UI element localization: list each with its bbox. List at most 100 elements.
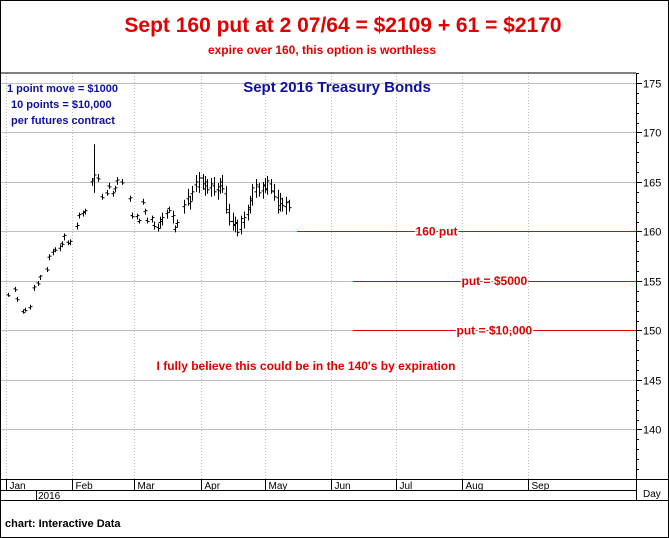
price-bar — [188, 195, 193, 210]
price-bar — [23, 307, 28, 312]
annotation-label: put = $10,000 — [457, 323, 533, 337]
price-bar — [284, 196, 289, 215]
source-note: chart: Interactive Data — [5, 518, 121, 530]
x-month-label: Sep — [532, 481, 550, 492]
price-bar — [36, 280, 41, 286]
price-bar — [272, 183, 277, 201]
plot-area — [1, 72, 668, 501]
x-axis-year-label: 2016 — [38, 491, 61, 502]
price-bar — [254, 178, 259, 198]
headline: Sept 160 put at 2 07/64 = $2109 + 61 = $… — [124, 14, 561, 37]
price-bar — [175, 219, 180, 228]
price-bars — [6, 144, 292, 314]
price-bar — [68, 239, 73, 246]
x-month-label: Mar — [138, 481, 156, 492]
price-bar — [242, 211, 247, 229]
price-bar — [135, 213, 140, 220]
price-bar — [92, 144, 97, 193]
price-bar — [280, 197, 285, 212]
price-bar — [120, 178, 125, 185]
y-tick-label: 175 — [643, 79, 661, 91]
price-bar — [257, 182, 262, 197]
price-bar — [224, 185, 229, 214]
note-ten-points: 10 points = $10,000 — [11, 99, 112, 111]
price-bar — [197, 172, 202, 193]
price-bar — [62, 233, 67, 241]
price-bar — [130, 212, 135, 219]
price-bar — [167, 206, 172, 213]
note-point-move: 1 point move = $1000 — [7, 83, 118, 95]
annotation-label: 160 put — [416, 224, 458, 238]
y-tick-label: 160 — [643, 227, 661, 239]
subheadline: expire over 160, this option is worthles… — [208, 43, 436, 57]
price-bar — [141, 198, 146, 205]
price-bar — [13, 286, 18, 292]
price-bar — [60, 241, 65, 248]
x-month-label: Jun — [335, 481, 351, 492]
price-bar — [137, 218, 142, 224]
price-bar — [6, 292, 11, 297]
price-bar — [107, 182, 112, 189]
price-bar — [287, 199, 292, 212]
x-axis-unit-label: Day — [643, 489, 661, 500]
price-bar — [28, 304, 33, 310]
price-bar — [145, 217, 150, 224]
x-month-label: Jul — [400, 481, 413, 492]
price-bar — [194, 174, 199, 192]
price-bar — [21, 309, 26, 314]
price-bar — [209, 177, 214, 197]
price-bar — [143, 208, 148, 215]
note-per-contract: per futures contract — [11, 115, 115, 127]
price-bar — [75, 222, 80, 230]
annotation-label: put = $5000 — [462, 274, 528, 288]
price-bar — [32, 284, 37, 291]
price-bar — [100, 193, 105, 200]
y-axis: 140 145 150 155 160 165 170 175 — [636, 73, 661, 470]
price-bar — [38, 275, 43, 280]
price-bar — [190, 185, 195, 201]
x-month-label: May — [269, 481, 288, 492]
price-bar — [15, 296, 20, 302]
price-bar — [96, 174, 101, 182]
price-bar — [150, 215, 155, 223]
y-tick-label: 140 — [643, 425, 661, 437]
x-month-label: Feb — [76, 481, 94, 492]
y-tick-label: 165 — [643, 178, 661, 190]
price-bar — [220, 174, 225, 193]
price-bar — [77, 212, 82, 219]
price-bar — [113, 185, 118, 192]
price-bar — [45, 267, 50, 273]
price-bar — [227, 203, 232, 226]
x-month-label: Apr — [205, 481, 221, 492]
y-tick-label: 170 — [643, 128, 661, 140]
price-bar — [111, 190, 116, 197]
price-bar — [182, 199, 187, 214]
price-bar — [239, 215, 244, 235]
price-bar — [53, 247, 58, 253]
price-bar — [212, 176, 217, 196]
price-bar — [152, 221, 157, 230]
y-tick-label: 150 — [643, 326, 661, 338]
price-bar — [205, 178, 210, 194]
price-bar — [171, 210, 176, 224]
price-bar — [265, 175, 270, 195]
price-bar — [128, 195, 133, 202]
x-axis: Jan Feb Mar Apr May Jun Jul Aug Sep — [6, 479, 550, 500]
price-bar — [235, 219, 240, 237]
price-bar — [105, 189, 110, 196]
price-bar — [160, 212, 165, 226]
plot-background — [1, 73, 636, 479]
y-tick-label: 145 — [643, 376, 661, 388]
chart-title: Sept 2016 Treasury Bonds — [243, 79, 431, 96]
expiration-forecast-note: I fully believe this could be in the 140… — [157, 359, 456, 373]
price-bar — [250, 183, 255, 206]
annotations: 160 put put = $5000 put = $10,000 I fully b… — [157, 223, 636, 373]
x-month-label: Aug — [466, 481, 484, 492]
price-bar — [83, 208, 88, 215]
price-bar — [269, 178, 274, 194]
x-month-label: Jan — [10, 481, 26, 492]
price-bar — [47, 254, 52, 261]
price-bar — [115, 176, 120, 185]
y-tick-label: 155 — [643, 277, 661, 289]
